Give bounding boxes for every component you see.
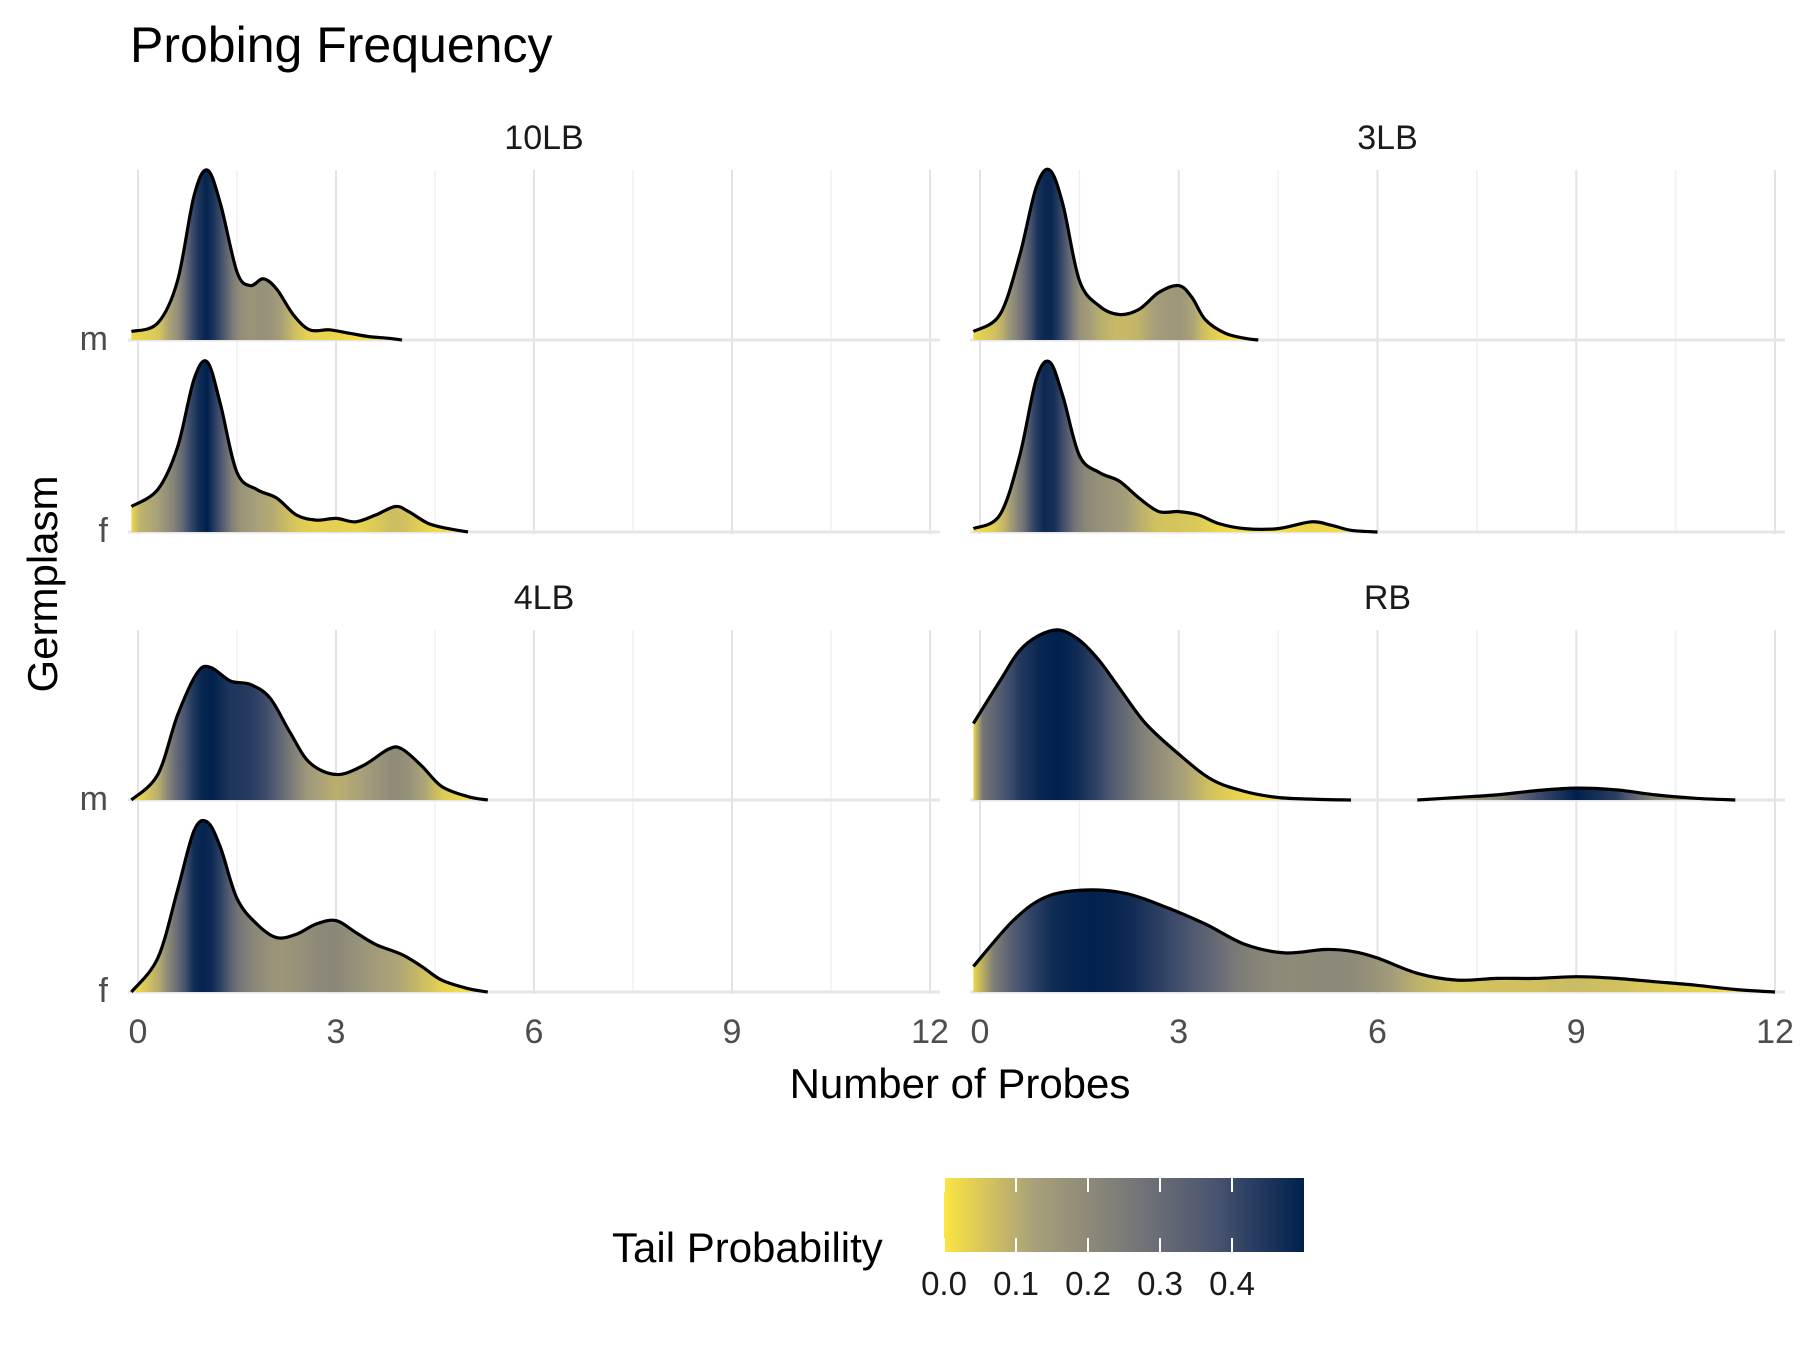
ridge-f-line	[972, 359, 1378, 534]
ridge-m-line	[130, 664, 489, 802]
legend-tick-label: 0.4	[1209, 1265, 1255, 1302]
y-axis-title: Germplasm	[19, 475, 66, 692]
ridge-m-line	[1417, 786, 1736, 802]
x-tick-label: 6	[1368, 1013, 1387, 1051]
legend-ticks: 0.0 0.1 0.2 0.3 0.4	[921, 1178, 1255, 1302]
x-axis-title: Number of Probes	[790, 1060, 1131, 1107]
y-tick-label: m	[80, 780, 108, 818]
legend-title: Tail Probability	[612, 1224, 883, 1271]
panel-10LB: 10LB f m	[80, 119, 940, 550]
x-tick-label: 3	[327, 1013, 346, 1051]
x-tick-label: 9	[723, 1013, 742, 1051]
ridge-f-line	[130, 359, 469, 534]
x-tick-label: 9	[1567, 1013, 1586, 1051]
legend-tick-label: 0.0	[921, 1265, 967, 1302]
ridge-m-fill	[131, 169, 402, 340]
ridge-f-fill	[131, 360, 468, 532]
panel-strip-label: RB	[1364, 579, 1411, 617]
ridge-m-line	[972, 628, 1352, 802]
y-tick-label: f	[99, 512, 109, 550]
panel-4LB: 4LB f m 0 3 6 9 12	[80, 579, 949, 1051]
legend-tick-label: 0.3	[1137, 1265, 1183, 1302]
panel-RB: RB 0 3 6 9 12	[970, 579, 1794, 1051]
ridge-m-line	[130, 168, 403, 342]
y-tick-label: f	[99, 972, 109, 1010]
panel-strip-label: 3LB	[1357, 119, 1418, 157]
x-tick-label: 0	[129, 1013, 148, 1051]
panel-3LB: 3LB	[970, 119, 1785, 534]
ridge-m-fill	[973, 629, 1351, 800]
legend-tick-label: 0.1	[993, 1265, 1039, 1302]
legend-colorbar	[944, 1178, 1304, 1252]
chart-title: Probing Frequency	[130, 17, 552, 73]
facet-panels: 10LB f m 3LB 4LB f m 0 3 6 9 12 RB 0 3 6 9 12	[80, 119, 1794, 1051]
ridge-f-fill	[973, 361, 1378, 532]
ridge-m-fill	[131, 666, 488, 800]
x-tick-label: 0	[971, 1013, 990, 1051]
ridge-f-line	[972, 888, 1776, 994]
x-tick-label: 6	[525, 1013, 544, 1051]
x-tick-label: 12	[911, 1013, 949, 1051]
ridge-m-fill	[1417, 788, 1736, 800]
ridge-m-line	[972, 167, 1259, 342]
x-tick-label: 12	[1756, 1013, 1794, 1051]
panel-strip-label: 10LB	[504, 119, 583, 157]
panel-strip-label: 4LB	[514, 579, 575, 617]
x-tick-label: 3	[1169, 1013, 1188, 1051]
ridge-f-line	[130, 818, 489, 994]
panel-grid	[128, 170, 940, 534]
ridge-f-fill	[973, 889, 1775, 992]
y-tick-label: m	[80, 320, 108, 358]
ridge-m-fill	[973, 169, 1259, 340]
ridge-f-fill	[131, 820, 488, 992]
legend-tick-label: 0.2	[1065, 1265, 1111, 1302]
legend: Tail Probability 0.0 0.1 0.2 0.3 0.4	[612, 1178, 1304, 1302]
